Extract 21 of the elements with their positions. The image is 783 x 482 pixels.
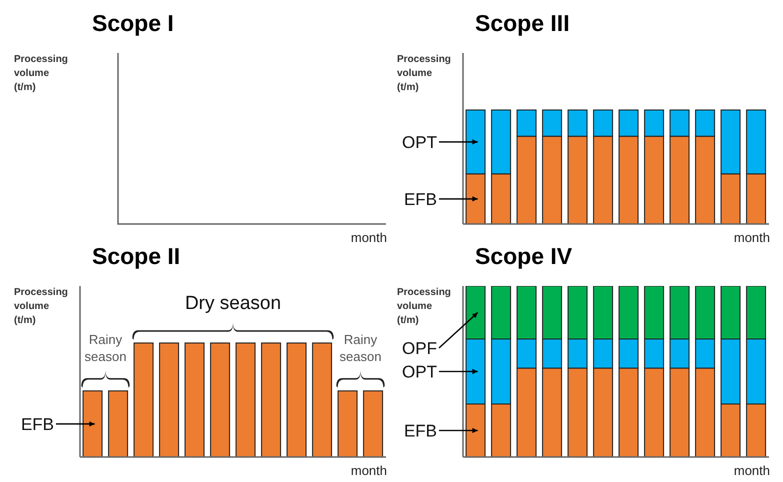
text: Scope I <box>92 10 174 37</box>
text: Processing volume (t/m) <box>14 53 68 95</box>
series-label: OPT <box>402 362 437 382</box>
series-label: EFB <box>404 421 437 440</box>
chart-title: Scope II <box>92 243 180 270</box>
series-label: OPT <box>402 132 437 152</box>
annotation: Rainy season <box>338 330 382 365</box>
text: month <box>350 230 387 245</box>
y-axis-title: Processing volume (t/m) <box>397 286 451 328</box>
y-axis-title: Processing volume (t/m) <box>14 286 68 328</box>
x-axis-title: month <box>350 463 387 478</box>
series-label: EFB <box>20 414 54 434</box>
x-axis-title: month <box>734 463 770 478</box>
series-label: OPF <box>402 339 437 358</box>
chart-title: Scope III <box>475 10 570 37</box>
annotation: Rainy season <box>84 330 128 365</box>
chart-title: Scope IV <box>475 243 572 270</box>
series-label: EFB <box>404 190 437 209</box>
x-axis-title: month <box>734 230 770 245</box>
text: Dry season <box>184 293 282 315</box>
y-axis-title: Processing volume (t/m) <box>397 53 451 95</box>
